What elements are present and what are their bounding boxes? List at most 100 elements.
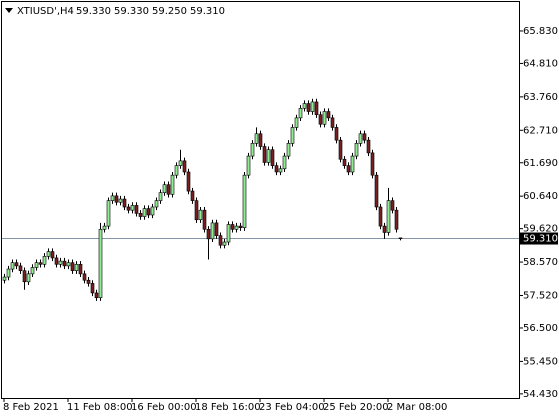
y-tick-label: 57.520 [523,290,558,301]
candle-body [22,270,27,283]
candle-body [314,101,319,115]
candle-body [382,225,387,233]
y-tick-label: 59.620 [523,224,558,235]
candle-body [146,208,151,216]
candle-body [70,262,75,271]
candle-body [274,165,279,173]
candle-body [62,260,67,267]
candle-body [118,198,123,203]
candle-body [126,206,131,211]
candle-body [2,276,7,281]
y-tick-label: 54.430 [523,389,558,400]
x-tick-label: 23 Feb 04:00 [259,402,325,413]
candle-body [134,205,139,214]
candle-body [158,192,163,201]
candle-body [98,228,103,299]
y-tick-label: 55.450 [523,356,558,367]
candle-body [226,224,231,243]
candle-body [78,264,83,275]
candle-body [178,160,183,166]
header-value: 59.310 [190,6,225,17]
candle-body [210,222,215,240]
x-tick-label: 25 Feb 20:00 [323,402,389,413]
candle-body [374,174,379,208]
candle-body [270,149,275,166]
candle-body [150,206,155,216]
candle-body [34,262,39,268]
candle-body [338,139,343,160]
candle-body [14,262,19,267]
candle-body [194,200,199,221]
candle-body [386,200,391,233]
candle-body [10,262,15,270]
candle-body [74,264,79,271]
candle-body [218,235,223,246]
candle-body [378,206,383,227]
x-tick-label: 18 Feb 16:00 [195,402,261,413]
candle-body [358,133,363,144]
x-tick-label: 16 Feb 00:00 [131,402,197,413]
candle-body [122,198,127,208]
candle-body [370,152,375,176]
candle-body [246,155,251,176]
candle-body [394,209,399,230]
candle-body [30,267,35,275]
candle-body [322,111,327,125]
candle-body [58,260,63,265]
candle-body [106,200,111,227]
candle-body [342,158,347,166]
symbol-menu-icon[interactable] [5,8,13,13]
candle-body [262,146,267,163]
candle-body [298,108,303,119]
candle-body [170,174,175,195]
y-tick-label: 63.760 [523,92,558,103]
y-tick-label: 62.710 [523,125,558,136]
candle-body [66,262,71,267]
candle-body [86,279,91,284]
candle-body [390,200,395,211]
candle-body [130,205,135,211]
candle-body [6,268,11,278]
candle-body [310,101,315,112]
candle-body [42,256,47,265]
candle-body [186,171,191,192]
y-tick-label: 60.640 [523,191,558,202]
candle-body [306,103,311,112]
candle-body [166,184,171,195]
candle-body [350,155,355,173]
candle-body [302,103,307,109]
candle-body [330,117,335,128]
x-tick-label: 2 Mar 08:00 [387,402,447,413]
candle-body [154,200,159,208]
candle-body [318,114,323,125]
candle-body [266,149,271,163]
header-value: 59.330 [114,6,149,17]
y-tick-label: 58.570 [523,257,558,268]
candle-body [114,195,119,203]
candle-body [206,228,211,240]
candle-body [294,117,299,128]
candle-body [26,273,31,283]
price-label-box [520,232,558,245]
y-tick-label: 65.830 [523,26,558,37]
candle-body [366,139,371,154]
candle-body [138,213,143,217]
y-tick-label: 64.810 [523,58,558,69]
x-tick-label: 8 Feb 2021 [3,402,59,413]
candle-body [90,283,95,294]
candle-body [38,262,43,265]
candle-body [190,190,195,201]
candle-body [50,251,55,259]
candle-body [242,174,247,228]
candle-body [278,168,283,173]
candle-body [238,225,243,228]
candle-body [214,222,219,236]
candle-body [286,143,291,157]
candle-body [250,143,255,157]
candle-body [82,273,87,281]
candle-body [182,160,187,173]
header-value: 59.330 [76,6,111,17]
symbol: XTIUSD',H4 [17,6,74,17]
candle-body [162,184,167,193]
